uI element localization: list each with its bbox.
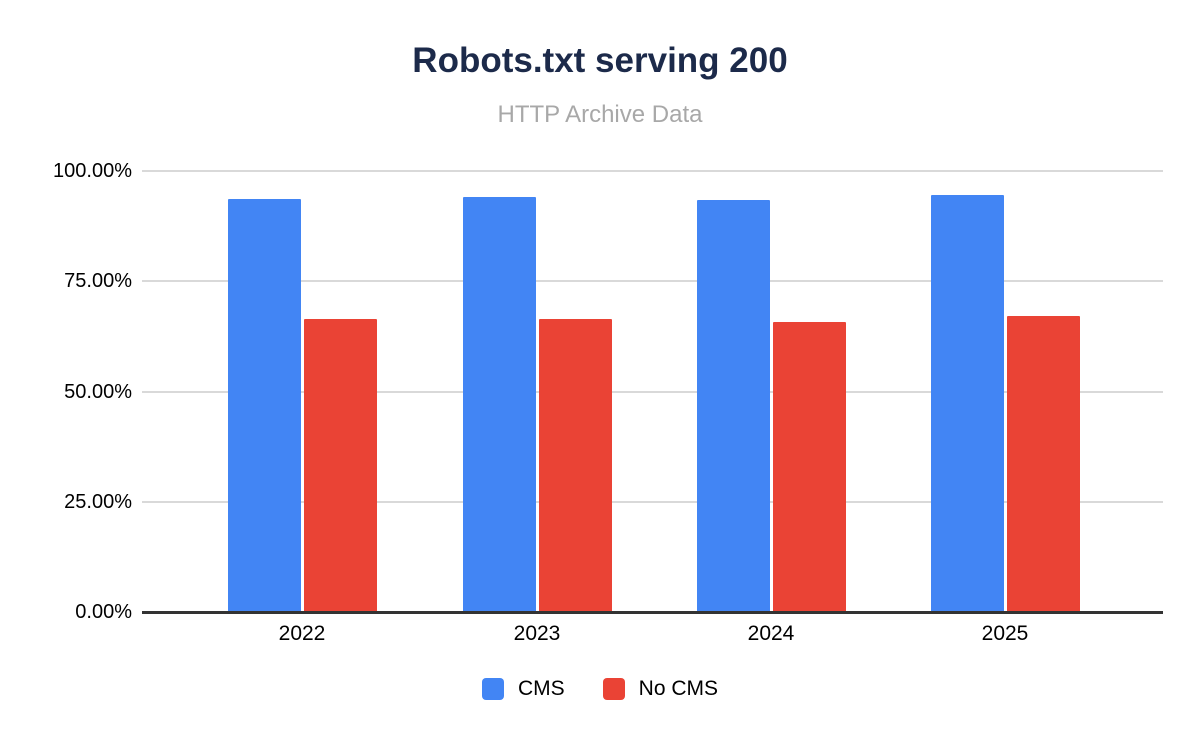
bar-cms-2022[interactable]	[227, 198, 301, 611]
legend-label: CMS	[517, 677, 565, 700]
plot-area	[142, 170, 1163, 614]
chart-subtitle: HTTP Archive Data	[497, 101, 703, 128]
bar-no-cms-2025[interactable]	[1006, 315, 1080, 611]
legend-item-no-cms[interactable]: No CMS	[602, 677, 719, 701]
y-tick-label: 75.00%	[64, 270, 132, 293]
y-tick-label: 0.00%	[75, 601, 132, 623]
bar-cms-2024[interactable]	[696, 199, 770, 611]
y-tick-label: 100.00%	[53, 160, 132, 182]
x-axis-line	[142, 611, 1163, 614]
x-tick-label-2022: 2022	[278, 622, 326, 645]
bar-no-cms-2024[interactable]	[772, 322, 846, 611]
chart-title: Robots.txt serving 200	[412, 41, 788, 80]
gridline-100	[142, 170, 1163, 172]
legend-swatch-icon	[602, 678, 625, 700]
legend-label: No CMS	[638, 677, 719, 700]
bar-no-cms-2022[interactable]	[303, 318, 377, 611]
gridline-25	[142, 500, 1163, 503]
y-tick-label: 25.00%	[64, 490, 132, 513]
x-tick-label-2023: 2023	[513, 622, 561, 645]
gridline-75	[142, 280, 1163, 283]
bar-cms-2025[interactable]	[930, 195, 1004, 611]
x-tick-label-2025: 2025	[981, 622, 1029, 645]
y-tick-label: 50.00%	[64, 380, 132, 403]
legend-item-cms[interactable]: CMS	[481, 677, 565, 701]
gridline-50	[142, 390, 1163, 393]
bar-no-cms-2023[interactable]	[538, 319, 612, 611]
legend-swatch-icon	[481, 678, 504, 700]
legend: CMS No CMS	[0, 674, 1200, 704]
bar-cms-2023[interactable]	[462, 197, 536, 611]
x-tick-label-2024: 2024	[747, 622, 795, 645]
